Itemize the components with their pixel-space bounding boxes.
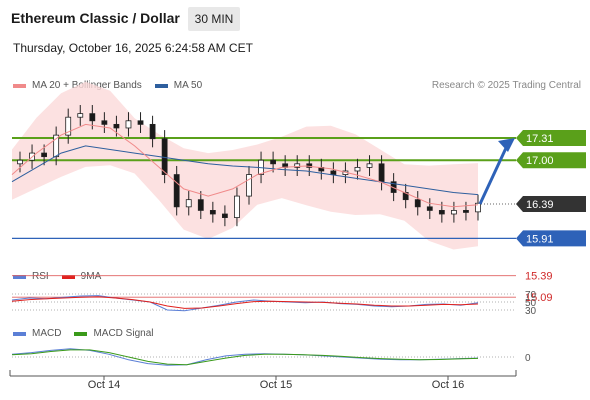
candle <box>101 120 108 125</box>
candle <box>366 163 373 168</box>
candle <box>113 123 120 129</box>
price-label-resistance: 17.31 <box>516 130 586 146</box>
candle <box>65 116 72 136</box>
price-label-support: 15.91 <box>516 230 586 247</box>
price-label-text: 15.39 <box>525 271 553 283</box>
candle <box>402 192 409 201</box>
price-label-target: 15.39 <box>525 271 553 283</box>
price-label-text: 17.00 <box>526 155 554 167</box>
legend-macd-signal: MACD Signal <box>74 328 153 339</box>
timeframe-button[interactable]: 30 MIN <box>188 7 240 31</box>
legend-ma50: MA 50 <box>154 80 203 91</box>
candle <box>41 152 48 158</box>
legend-rsi-ma-swatch <box>61 274 75 279</box>
candle <box>294 163 301 168</box>
macd-signal-line <box>11 349 479 366</box>
legend-rsi-ma-label: 9MA <box>80 271 102 282</box>
legend-rsi-ma: 9MA <box>61 271 102 282</box>
candle <box>463 210 469 213</box>
candle <box>438 210 445 215</box>
price-label-bg <box>516 152 586 169</box>
rsi-tick-label: 70 <box>525 290 537 301</box>
price-label-target: 15.09 <box>525 292 553 304</box>
candle <box>53 134 60 158</box>
macd-legend: MACD MACD Signal <box>13 328 166 339</box>
x-tick-label: Oct 15 <box>260 379 292 391</box>
candle <box>197 199 204 211</box>
candle <box>173 174 180 208</box>
price-label-text: 15.09 <box>525 292 553 304</box>
candle <box>378 163 385 183</box>
candle <box>149 123 156 140</box>
candle <box>125 120 132 129</box>
price-label-bg <box>516 130 586 146</box>
price-label-text: 17.31 <box>526 133 554 145</box>
legend-rsi-label: RSI <box>32 271 49 282</box>
macd-tick-label: 0 <box>525 353 531 364</box>
candle <box>89 113 96 122</box>
legend-rsi-swatch <box>13 274 26 279</box>
candle <box>475 202 481 213</box>
candle <box>209 210 216 215</box>
candle <box>426 206 433 211</box>
candle <box>137 120 144 125</box>
rsi-tick-label: 50 <box>525 298 537 309</box>
candle <box>270 159 277 165</box>
candle <box>185 199 192 208</box>
price-label-bg <box>516 230 586 247</box>
page-title: Ethereum Classic / Dollar <box>11 10 180 26</box>
price-label-text: 16.39 <box>526 199 554 211</box>
projection-arrow-shaft <box>478 147 508 205</box>
legend-rsi: RSI <box>13 271 49 282</box>
candle <box>221 213 228 218</box>
candle <box>414 199 421 208</box>
legend-ma20-swatch <box>13 83 26 88</box>
rsi-ma-line <box>11 296 479 309</box>
price-label-bg <box>516 195 586 212</box>
candle <box>354 166 361 172</box>
x-tick-label: Oct 16 <box>432 379 464 391</box>
credit-text: Research © 2025 Trading Central <box>431 80 581 91</box>
rsi-legend: RSI 9MA <box>13 271 114 282</box>
rsi-tick-label: 30 <box>525 306 537 317</box>
candle <box>77 113 84 118</box>
candle <box>246 174 252 197</box>
legend-macd: MACD <box>13 328 61 339</box>
legend-macd-signal-label: MACD Signal <box>93 328 154 339</box>
ma50-line <box>11 145 479 196</box>
price-label-current: 16.39 <box>516 195 586 212</box>
candle <box>234 195 240 218</box>
candle <box>330 170 337 175</box>
bollinger-band <box>12 81 478 250</box>
timestamp: Thursday, October 16, 2025 6:24:58 AM CE… <box>13 41 253 55</box>
ma20-line <box>11 123 479 208</box>
legend-macd-swatch <box>13 331 26 336</box>
price-label-text: 15.91 <box>526 233 554 245</box>
legend-ma50-label: MA 50 <box>173 80 203 91</box>
candle <box>450 210 457 215</box>
legend-ma50-swatch <box>154 83 168 88</box>
x-tick-label: Oct 14 <box>88 379 120 391</box>
candle <box>17 159 23 165</box>
projection-arrow-head <box>498 138 515 152</box>
legend-macd-signal-swatch <box>74 331 88 336</box>
price-label-resistance: 17.00 <box>516 152 586 169</box>
rsi-line <box>11 295 479 312</box>
legend-macd-label: MACD <box>32 328 62 339</box>
